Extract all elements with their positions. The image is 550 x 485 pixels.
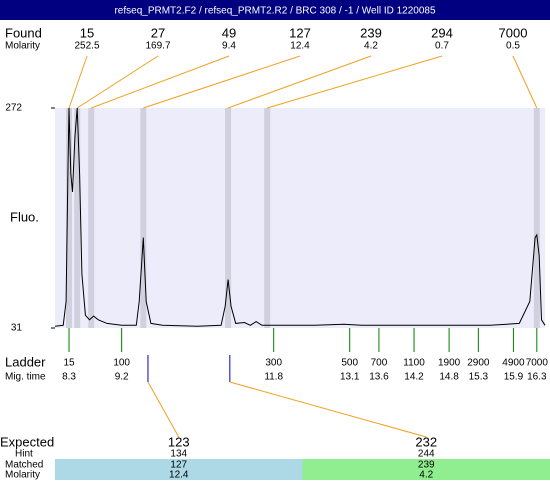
found-molarity: 12.4 [290, 41, 310, 52]
ladder-size: 2900 [467, 358, 490, 369]
found-molarity: 0.7 [435, 41, 449, 52]
peak-connector [91, 56, 229, 108]
ladder-size: 15 [63, 358, 75, 369]
y-label: Fluo. [10, 209, 39, 224]
ladder-time: 13.1 [340, 372, 360, 383]
expected-connector [148, 382, 179, 437]
expected-connector [230, 382, 426, 437]
found-size: 239 [360, 25, 382, 40]
hint-value: 134 [170, 449, 187, 460]
ladder-size: 1100 [403, 358, 425, 369]
found-molarity: 9.4 [222, 41, 236, 52]
peak-band [140, 108, 146, 328]
title: refseq_PRMT2.F2 / refseq_PRMT2.R2 / BRC … [114, 6, 435, 17]
ladder-size: 7000 [526, 358, 549, 369]
ladder-time: 8.3 [62, 372, 76, 383]
ladder-time: 15.3 [469, 372, 489, 383]
found-size: 15 [80, 25, 94, 40]
ladder-time: 11.8 [264, 372, 283, 383]
peak-connector [77, 56, 158, 108]
hint-label: Hint [15, 449, 33, 460]
expected-size: 232 [415, 434, 437, 449]
peak-band [88, 108, 94, 328]
ladder-time: 13.6 [369, 372, 389, 383]
ladder-size: 300 [265, 358, 282, 369]
ladder-size: 700 [371, 358, 388, 369]
found-size: 49 [222, 25, 236, 40]
ladder-size: 1900 [438, 358, 461, 369]
found-molarity: 0.5 [506, 41, 520, 52]
ladder-time: 14.2 [404, 372, 424, 383]
ladder-label: Ladder [5, 354, 46, 369]
found-size: 127 [289, 25, 311, 40]
found-molarity: 4.2 [364, 41, 378, 52]
expected-size: 123 [168, 434, 190, 449]
found-size: 294 [431, 25, 453, 40]
peak-connector [69, 56, 87, 108]
peak-connector [143, 56, 300, 108]
found-size: 7000 [499, 25, 528, 40]
plot-area [55, 108, 545, 328]
y-tick-label: 31 [11, 323, 23, 334]
hint-value: 244 [418, 449, 435, 460]
expected-label: Expected [0, 434, 54, 449]
molarity-label: Molarity [5, 41, 40, 52]
peak-band [534, 108, 540, 328]
found-size: 27 [151, 25, 165, 40]
found-molarity: 169.7 [145, 41, 170, 52]
matched-molarity: 4.2 [419, 470, 433, 480]
ladder-time: 9.2 [115, 372, 129, 383]
matched-molarity: 12.4 [169, 470, 189, 480]
ladder-size: 100 [113, 358, 130, 369]
peak-connector [228, 56, 371, 108]
peak-band [264, 108, 270, 328]
ladder-time: 16.3 [527, 372, 547, 383]
mig-time-label: Mig. time [5, 372, 46, 383]
ladder-size: 4900 [502, 358, 525, 369]
peak-connector [267, 56, 442, 108]
ladder-time: 14.8 [439, 372, 459, 383]
found-molarity: 252.5 [74, 41, 99, 52]
y-tick-label: 272 [5, 103, 22, 114]
ladder-size: 500 [341, 358, 358, 369]
expected-molarity-label: Molarity [5, 470, 40, 480]
peak-connector [513, 56, 537, 108]
found-label: Found [5, 25, 42, 40]
ladder-time: 15.9 [504, 372, 524, 383]
